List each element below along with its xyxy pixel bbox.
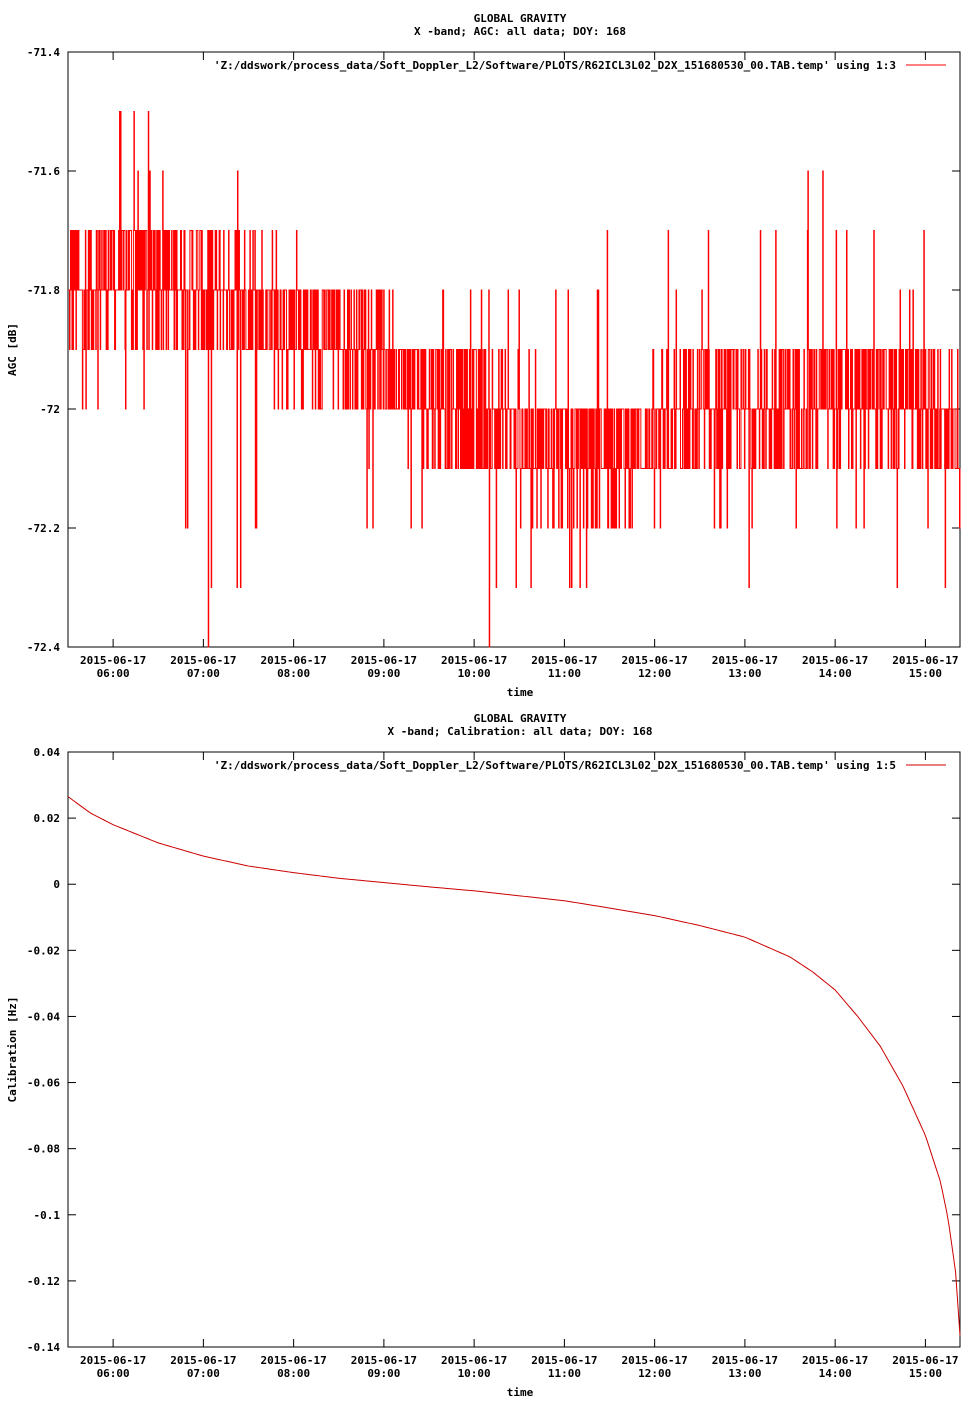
x-tick-label-time: 07:00	[187, 1367, 220, 1380]
x-tick-label-date: 2015-06-17	[531, 1354, 597, 1367]
plot-frame	[67, 51, 961, 648]
y-tick-label: -0.14	[27, 1341, 60, 1354]
legend-entry: 'Z:/ddswork/process_data/Soft_Doppler_L2…	[214, 759, 896, 772]
x-tick-label-date: 2015-06-17	[351, 1354, 417, 1367]
x-tick-label-time: 10:00	[458, 667, 491, 680]
series-line	[68, 111, 961, 648]
x-tick-label-time: 12:00	[638, 1367, 671, 1380]
y-axis-label: AGC [dB]	[6, 323, 19, 376]
y-tick-label: -72	[40, 403, 60, 416]
x-tick-label-date: 2015-06-17	[170, 654, 236, 667]
x-tick-label-time: 14:00	[819, 1367, 852, 1380]
x-tick-label-time: 06:00	[97, 1367, 130, 1380]
x-tick-label-date: 2015-06-17	[892, 1354, 958, 1367]
y-axis-label: Calibration [Hz]	[6, 997, 19, 1103]
x-tick-label-date: 2015-06-17	[351, 654, 417, 667]
x-tick-label-date: 2015-06-17	[261, 1354, 327, 1367]
x-tick-label-date: 2015-06-17	[622, 654, 688, 667]
y-tick-label: -0.12	[27, 1275, 60, 1288]
x-tick-label-date: 2015-06-17	[80, 1354, 146, 1367]
y-tick-label: -0.1	[34, 1209, 61, 1222]
x-tick-label-date: 2015-06-17	[261, 654, 327, 667]
x-tick-label-time: 08:00	[277, 667, 310, 680]
x-tick-label-date: 2015-06-17	[802, 1354, 868, 1367]
y-tick-label: 0	[53, 878, 60, 891]
x-tick-label-date: 2015-06-17	[712, 1354, 778, 1367]
x-tick-label-date: 2015-06-17	[531, 654, 597, 667]
x-tick-label-time: 15:00	[909, 667, 942, 680]
x-tick-label-time: 06:00	[97, 667, 130, 680]
x-tick-label-date: 2015-06-17	[441, 1354, 507, 1367]
x-tick-label-time: 11:00	[548, 1367, 581, 1380]
y-tick-label: -71.6	[27, 165, 60, 178]
x-tick-label-time: 15:00	[909, 1367, 942, 1380]
x-tick-label-time: 13:00	[728, 1367, 761, 1380]
x-axis-label: time	[507, 1386, 534, 1399]
y-tick-label: -71.4	[27, 46, 60, 59]
chart-subtitle: X -band; Calibration: all data; DOY: 168	[388, 725, 653, 738]
x-axis-label: time	[507, 686, 534, 699]
y-tick-label: -72.4	[27, 641, 60, 654]
y-tick-label: -72.2	[27, 522, 60, 535]
x-tick-label-date: 2015-06-17	[802, 654, 868, 667]
x-tick-label-time: 07:00	[187, 667, 220, 680]
series-line	[67, 796, 961, 1336]
x-tick-label-time: 09:00	[367, 1367, 400, 1380]
x-tick-label-date: 2015-06-17	[622, 1354, 688, 1367]
x-tick-label-time: 08:00	[277, 1367, 310, 1380]
x-tick-label-time: 14:00	[819, 667, 852, 680]
chart-title: GLOBAL GRAVITY	[474, 712, 567, 725]
y-tick-label: -0.04	[27, 1010, 60, 1023]
legend-entry: 'Z:/ddswork/process_data/Soft_Doppler_L2…	[214, 59, 896, 72]
x-tick-label-date: 2015-06-17	[441, 654, 507, 667]
x-tick-label-date: 2015-06-17	[712, 654, 778, 667]
y-tick-label: -0.06	[27, 1077, 60, 1090]
y-tick-label: -71.8	[27, 284, 60, 297]
x-tick-label-date: 2015-06-17	[80, 654, 146, 667]
plot-frame	[67, 751, 961, 1348]
y-tick-label: -0.02	[27, 944, 60, 957]
x-tick-label-time: 11:00	[548, 667, 581, 680]
x-tick-label-date: 2015-06-17	[170, 1354, 236, 1367]
x-tick-label-time: 12:00	[638, 667, 671, 680]
chart-title: GLOBAL GRAVITY	[474, 12, 567, 25]
y-tick-label: 0.02	[34, 812, 61, 825]
x-tick-label-time: 10:00	[458, 1367, 491, 1380]
x-tick-label-time: 09:00	[367, 667, 400, 680]
y-tick-label: 0.04	[34, 746, 61, 759]
x-tick-label-date: 2015-06-17	[892, 654, 958, 667]
x-tick-label-time: 13:00	[728, 667, 761, 680]
chart-subtitle: X -band; AGC: all data; DOY: 168	[414, 25, 626, 38]
y-tick-label: -0.08	[27, 1143, 60, 1156]
